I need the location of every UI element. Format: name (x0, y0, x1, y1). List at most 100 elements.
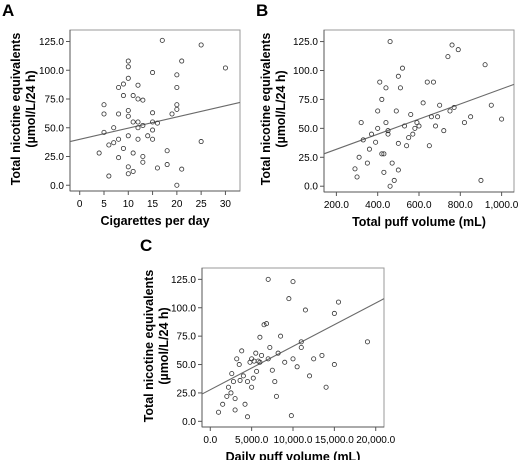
data-point (230, 379, 236, 385)
data-point (140, 122, 146, 128)
data-point (389, 160, 395, 166)
y-axis-units: (µmol/L/24 h) (24, 70, 38, 147)
data-point (364, 339, 370, 345)
data-point (267, 344, 273, 350)
data-point (174, 106, 180, 112)
fit-line (323, 83, 515, 155)
data-point (499, 116, 505, 122)
data-point (399, 65, 405, 71)
panel-a: A 0.0 25.0 50.0 75.0 100.0 125.0 0 5 10 15 20 25 30 Ci… (2, 1, 241, 228)
data-point (106, 173, 112, 179)
data-point (273, 393, 279, 399)
data-point (228, 390, 234, 396)
data-point (232, 407, 238, 413)
data-point (402, 123, 408, 129)
y-tick-label: 50.0 (45, 123, 65, 134)
data-point (455, 47, 461, 53)
data-point (164, 148, 170, 154)
data-point (377, 79, 383, 85)
data-point (352, 166, 358, 172)
data-point (116, 155, 122, 161)
x-tick-label: 5 (101, 199, 107, 210)
data-point (290, 356, 296, 362)
data-point (375, 108, 381, 114)
data-point (298, 344, 304, 350)
x-axis-title: Total puff volume (mL) (352, 215, 486, 229)
data-point (420, 100, 426, 106)
data-point (253, 350, 259, 356)
data-point (174, 72, 180, 78)
data-point (240, 373, 246, 379)
y-tick-label: 50.0 (177, 360, 197, 371)
x-tick-label: 25 (196, 199, 208, 210)
data-point (404, 143, 410, 149)
data-point (331, 362, 337, 368)
plot-area (69, 29, 241, 192)
data-point (447, 108, 453, 114)
data-point (294, 364, 300, 370)
x-axis-title: Cigarettes per day (100, 214, 209, 228)
x-tick-label: 20 (171, 199, 183, 210)
data-point (125, 113, 131, 119)
y-axis-title: Total nicotine equivalents (259, 33, 273, 186)
data-point (135, 82, 141, 88)
x-tick-label: 0.0 (203, 435, 217, 446)
data-point (244, 379, 250, 385)
x-tick-label: 20,000.0 (356, 435, 395, 446)
data-point (125, 64, 131, 70)
data-point (356, 154, 362, 160)
data-point (120, 81, 126, 87)
data-point (222, 65, 228, 71)
data-point (288, 413, 294, 419)
data-point (154, 120, 160, 126)
x-tick-label: 15,000.0 (315, 435, 354, 446)
y-axis-title: Total nicotine equivalents (9, 33, 23, 186)
data-point (150, 136, 156, 142)
data-point (354, 174, 360, 180)
plot-area (323, 29, 515, 193)
data-point (381, 151, 387, 157)
x-axis-title: Daily puff volume (mL) (226, 450, 361, 460)
data-point (130, 168, 136, 174)
data-point (125, 171, 131, 177)
data-point (368, 131, 374, 137)
data-point (216, 409, 222, 415)
data-point (145, 133, 151, 139)
data-point (335, 299, 341, 305)
data-point (269, 367, 275, 373)
data-point (290, 279, 296, 285)
data-point (319, 352, 325, 358)
data-point (412, 125, 418, 131)
data-point (265, 356, 271, 362)
data-point (140, 97, 146, 103)
data-point (242, 401, 248, 407)
x-tick-label: 10 (123, 199, 135, 210)
y-tick-label: 125.0 (171, 275, 196, 286)
y-tick-label: 0.0 (182, 417, 196, 428)
data-point (387, 39, 393, 45)
data-point (478, 177, 484, 183)
data-point (468, 114, 474, 120)
data-point (395, 73, 401, 79)
data-point (428, 114, 434, 120)
data-point (437, 102, 443, 108)
data-point (234, 356, 240, 362)
data-point (164, 162, 170, 168)
data-point (433, 123, 439, 129)
y-tick-label: 25.0 (177, 388, 197, 399)
data-point (257, 359, 263, 365)
data-point (331, 310, 337, 316)
data-point (416, 123, 422, 129)
x-tick-label: 10,000.0 (274, 435, 313, 446)
x-tick-label: 600.0 (406, 200, 431, 211)
data-point (385, 131, 391, 137)
data-point (264, 321, 270, 327)
y-tick-label: 125.0 (293, 37, 318, 48)
panel-b: B 0.0 25.0 50.0 75.0 100.0 125.0 200.0 400.0 600.… (256, 1, 519, 229)
y-tick-label: 75.0 (177, 332, 197, 343)
data-point (373, 139, 379, 145)
data-point (445, 54, 451, 60)
data-point (259, 352, 265, 358)
data-point (125, 164, 131, 170)
data-point (135, 136, 141, 142)
